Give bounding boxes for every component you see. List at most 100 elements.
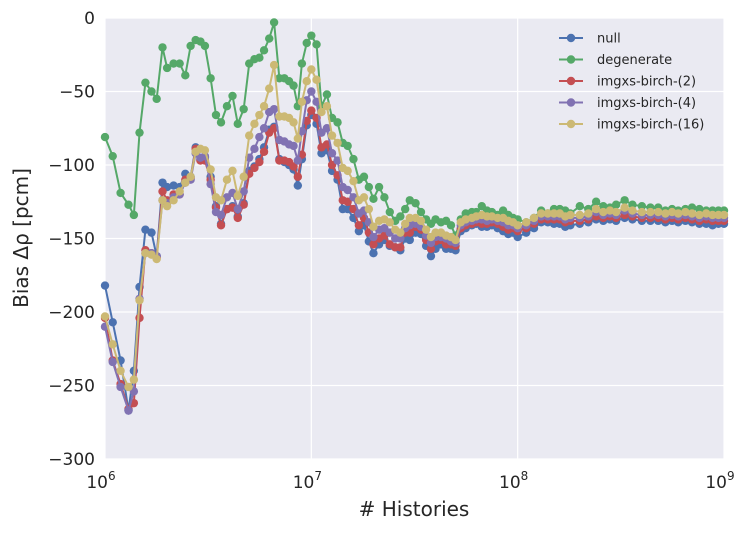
- data-point: [269, 18, 279, 27]
- legend: null degenerate imgxs-birch-(2) imgxs-birch…: [559, 32, 704, 133]
- y-tick-label: −200: [48, 303, 95, 323]
- data-point: [228, 91, 237, 101]
- data-point: [302, 77, 311, 86]
- legend-marker: [566, 76, 576, 86]
- data-point: [349, 176, 358, 186]
- data-point: [426, 238, 436, 248]
- data-point: [124, 406, 133, 415]
- data-point: [396, 212, 405, 221]
- data-point: [186, 172, 195, 181]
- y-tick-label: −250: [48, 377, 95, 397]
- data-point: [451, 235, 460, 245]
- data-point: [239, 104, 248, 114]
- data-point: [181, 71, 190, 80]
- legend-label: imgxs-birch-(16): [597, 118, 704, 133]
- x-tick-label: 107: [293, 469, 322, 493]
- data-point: [141, 78, 150, 87]
- data-point: [147, 228, 156, 237]
- data-point: [158, 187, 167, 196]
- data-point: [584, 209, 593, 218]
- data-point: [322, 124, 332, 133]
- x-tick-label: 109: [705, 469, 734, 493]
- data-point: [265, 34, 274, 43]
- data-point: [312, 75, 321, 84]
- data-point: [116, 382, 125, 392]
- data-point: [269, 60, 279, 70]
- data-point: [162, 63, 172, 73]
- data-point: [211, 110, 221, 120]
- data-point: [307, 31, 316, 40]
- data-point: [611, 207, 621, 217]
- data-point: [302, 38, 311, 48]
- data-point: [364, 204, 374, 214]
- x-axis-ticks: 106 107 108 109: [86, 469, 734, 493]
- data-point: [416, 216, 426, 226]
- y-tick-label: −50: [59, 83, 95, 103]
- data-point: [702, 209, 711, 218]
- legend-item: imgxs-birch-(16): [559, 118, 704, 133]
- data-point: [322, 90, 332, 99]
- data-point: [124, 382, 133, 392]
- data-point: [100, 281, 110, 290]
- data-point: [233, 191, 242, 201]
- data-point: [513, 221, 522, 230]
- data-point: [661, 209, 670, 218]
- data-point: [135, 128, 144, 137]
- data-point: [369, 222, 378, 231]
- data-point: [719, 210, 729, 220]
- data-point: [620, 196, 629, 205]
- series-layer: [100, 18, 729, 415]
- data-point: [255, 110, 264, 120]
- data-point: [158, 43, 167, 52]
- data-point: [637, 207, 647, 217]
- data-point: [169, 196, 178, 205]
- data-point: [575, 201, 584, 211]
- data-point: [259, 46, 269, 55]
- y-tick-label: −100: [48, 156, 95, 176]
- data-point: [354, 221, 364, 230]
- data-point: [369, 249, 378, 258]
- data-point: [333, 118, 342, 127]
- data-point: [369, 232, 378, 242]
- legend-item: imgxs-birch-(2): [559, 75, 696, 90]
- data-point: [293, 172, 303, 181]
- data-point: [426, 244, 436, 253]
- data-point: [611, 200, 621, 209]
- data-point: [297, 97, 307, 106]
- data-point: [599, 201, 608, 211]
- data-point: [255, 132, 264, 142]
- data-point: [349, 154, 358, 164]
- data-point: [289, 118, 298, 127]
- data-point: [307, 106, 316, 115]
- data-point: [186, 41, 195, 51]
- data-point: [259, 147, 269, 156]
- x-tick-label: 108: [499, 469, 528, 493]
- data-point: [385, 207, 394, 217]
- data-point: [175, 59, 184, 68]
- data-point: [259, 124, 269, 133]
- data-point: [400, 204, 410, 214]
- data-point: [152, 254, 161, 264]
- y-tick-label: −150: [48, 230, 95, 250]
- data-point: [322, 102, 332, 111]
- data-point: [364, 182, 374, 192]
- data-point: [289, 162, 298, 171]
- data-point: [222, 175, 232, 184]
- legend-label: imgxs-birch-(4): [597, 96, 696, 111]
- data-point: [343, 204, 352, 214]
- data-point: [628, 200, 637, 209]
- legend-item: degenerate: [559, 53, 672, 68]
- data-point: [591, 197, 601, 206]
- data-point: [233, 204, 242, 214]
- data-point: [637, 201, 647, 211]
- series-imgxs-birch-(16): [100, 60, 729, 392]
- data-point: [536, 209, 546, 218]
- data-point: [239, 172, 248, 181]
- data-point: [239, 200, 248, 209]
- data-point: [396, 243, 405, 252]
- data-point: [129, 375, 139, 384]
- data-point: [549, 209, 559, 218]
- data-point: [169, 59, 178, 68]
- data-point: [250, 144, 259, 154]
